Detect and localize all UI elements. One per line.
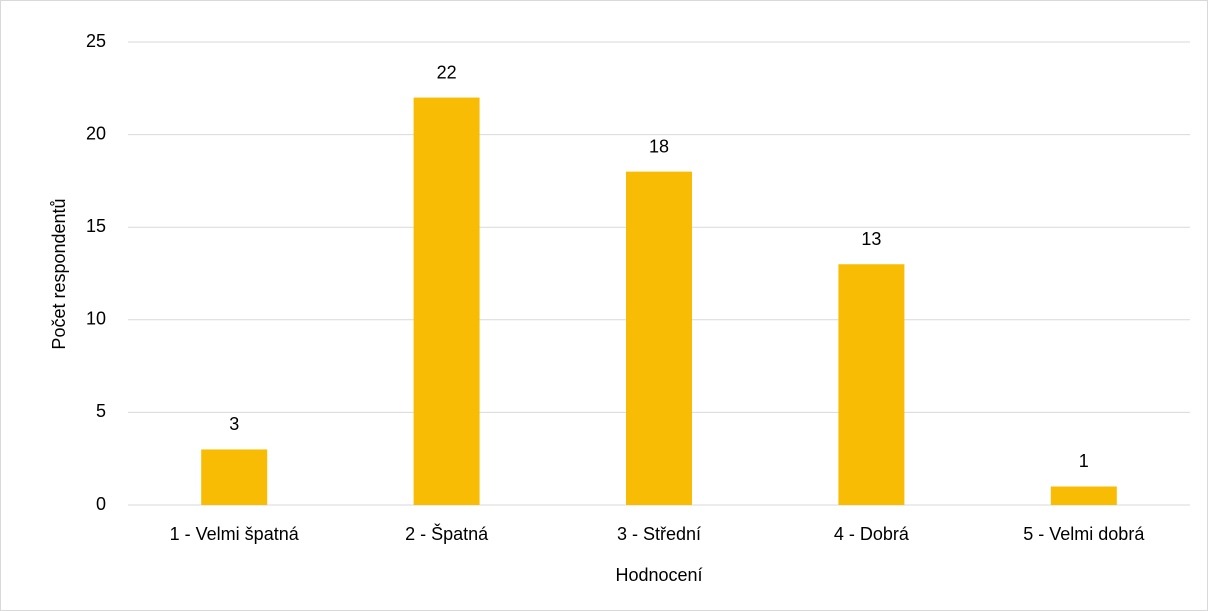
y-tick-label: 25 [86,31,106,51]
y-tick-label: 0 [96,494,106,514]
x-tick-label: 2 - Špatná [405,523,489,544]
bar [413,97,480,505]
x-tick-label: 5 - Velmi dobrá [1023,524,1145,544]
x-tick-label: 1 - Velmi špatná [170,524,300,544]
x-axis-title: Hodnocení [615,565,702,585]
data-label: 3 [229,414,239,434]
x-tick-label: 3 - Střední [617,524,701,544]
data-label: 13 [861,229,881,249]
y-tick-label: 10 [86,309,106,329]
y-axis-title: Počet respondentů [49,198,69,349]
x-tick-label: 4 - Dobrá [834,524,910,544]
data-label: 22 [437,62,457,82]
y-tick-label: 15 [86,216,106,236]
y-tick-label: 20 [86,123,106,143]
data-label: 18 [649,136,669,156]
bar [1050,486,1117,505]
bar [626,171,692,505]
bar [201,449,268,505]
y-tick-label: 5 [96,401,106,421]
bar [838,264,905,505]
data-label: 1 [1079,451,1089,471]
